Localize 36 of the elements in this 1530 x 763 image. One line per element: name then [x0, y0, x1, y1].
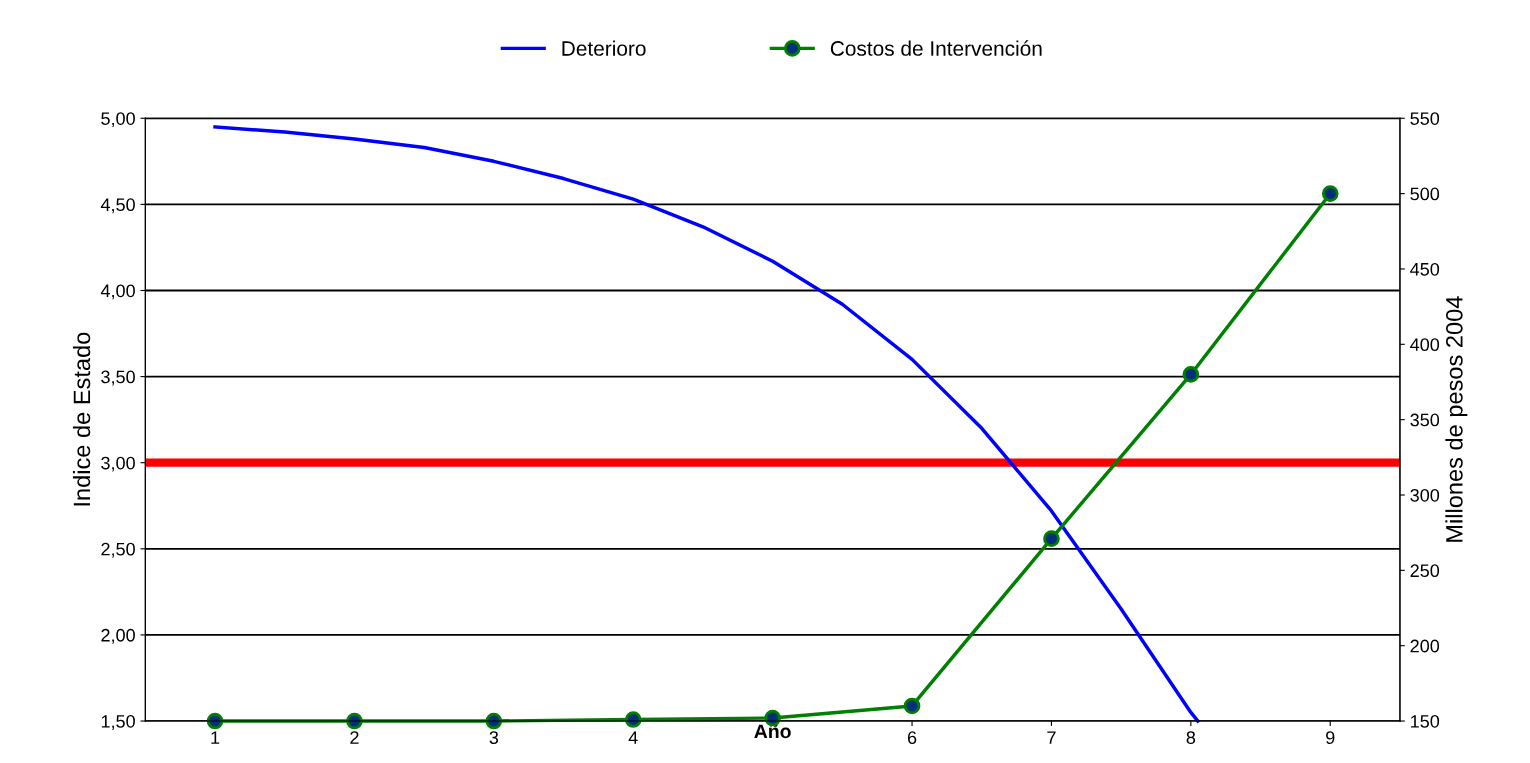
point	[624, 711, 642, 728]
y-tick-label: 4,00	[100, 284, 135, 300]
y-tick-label: 2,00	[101, 628, 135, 644]
y-tick-label: 2,50	[101, 542, 135, 558]
x-tick-label: 9	[1326, 731, 1335, 745]
y2-tick-label: 200	[1410, 639, 1440, 653]
x-tick-label: 6	[907, 731, 917, 745]
y-axis-title: Indice de Estado	[72, 332, 91, 506]
x-tick-label: 2	[350, 731, 359, 744]
y2-tick-label: 300	[1410, 488, 1440, 502]
x-tick-label: 7	[1047, 731, 1056, 744]
y2-tick-label: 150	[1411, 714, 1440, 728]
y-tick-label: 3,50	[101, 370, 135, 386]
y2-tick-label: 250	[1410, 564, 1440, 578]
y2-tick-label: 500	[1410, 187, 1440, 201]
legend-label: Costos de Intervención	[830, 40, 1042, 56]
point	[1182, 366, 1200, 383]
x-tick-label: 1	[211, 731, 220, 744]
y-tick-label: 1,50	[101, 714, 135, 730]
x-axis-title: Año	[754, 724, 791, 739]
y2-tick-label: 350	[1410, 413, 1440, 427]
line-series	[213, 125, 1200, 723]
point	[1043, 530, 1060, 548]
y2-tick-label: 550	[1410, 112, 1440, 125]
point	[903, 697, 921, 715]
y-tick-label: 4,50	[100, 198, 135, 214]
y2-tick-label: 450	[1410, 262, 1440, 276]
x-tick-label: 4	[628, 731, 638, 744]
legend-label: Deterioro	[562, 40, 646, 56]
point	[1321, 185, 1339, 202]
y2-axis-title: Millones de pesos 2004	[1445, 296, 1468, 542]
y-tick-label: 5,00	[101, 112, 135, 128]
y-tick-label: 3,00	[101, 456, 135, 472]
x-tick-label: 3	[489, 731, 499, 745]
x-tick-label: 8	[1186, 731, 1196, 745]
y2-tick-label: 400	[1410, 338, 1440, 352]
